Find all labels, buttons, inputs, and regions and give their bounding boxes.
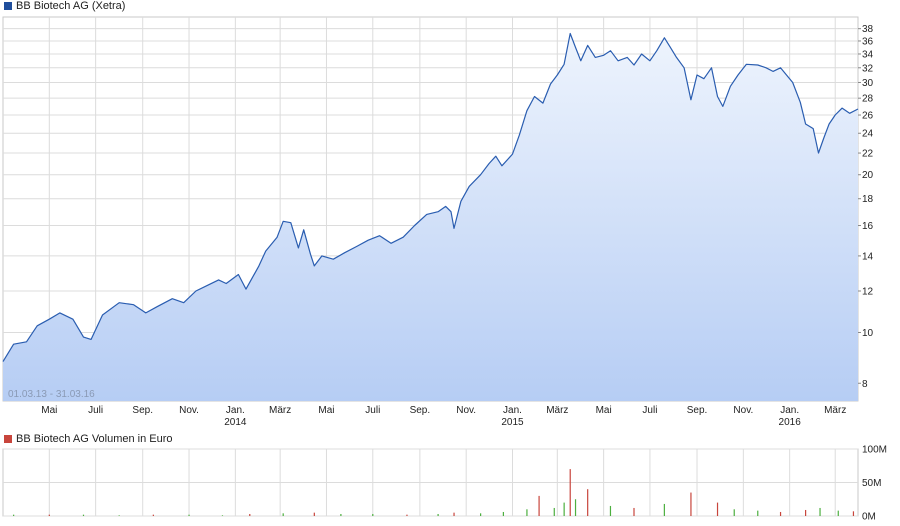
- price-x-year-label: 2014: [224, 417, 247, 428]
- price-y-tick-label: 20: [862, 170, 874, 181]
- volume-bar: [663, 503, 665, 516]
- price-y-tick-label: 36: [862, 36, 874, 47]
- price-chart-title: BB Biotech AG (Xetra): [16, 0, 126, 12]
- volume-bar: [13, 514, 15, 516]
- volume-bar: [563, 502, 565, 516]
- volume-bar: [716, 502, 719, 516]
- price-y-tick-label: 14: [862, 251, 874, 262]
- price-y-tick-label: 26: [862, 111, 874, 122]
- volume-bar: [437, 513, 439, 516]
- volume-bar: [372, 513, 374, 516]
- volume-y-tick-label: 100M: [862, 445, 887, 456]
- price-x-tick-label: Mai: [41, 405, 57, 416]
- date-range-label: 01.03.13 - 31.03.16: [8, 389, 95, 400]
- volume-y-tick-label: 50M: [862, 478, 881, 489]
- volume-bar: [553, 507, 555, 516]
- volume-bar: [152, 514, 154, 516]
- volume-bar: [526, 509, 528, 516]
- price-x-tick-label: März: [269, 405, 291, 416]
- volume-y-tick-label: 0M: [862, 512, 876, 523]
- volume-bar: [757, 510, 759, 516]
- price-y-tick-label: 8: [862, 379, 868, 390]
- price-x-tick-label: Nov.: [456, 405, 476, 416]
- volume-bar: [574, 499, 577, 516]
- price-x-tick-label: Jan.: [780, 405, 799, 416]
- volume-bar: [502, 511, 504, 516]
- volume-bar: [82, 514, 85, 516]
- volume-bar: [453, 512, 455, 516]
- price-x-year-label: 2015: [501, 417, 524, 428]
- price-x-tick-label: Jan.: [503, 405, 522, 416]
- price-y-tick-label: 32: [862, 63, 874, 74]
- volume-bar: [118, 515, 120, 516]
- price-x-tick-label: Nov.: [179, 405, 199, 416]
- price-y-tick-label: 10: [862, 328, 874, 339]
- price-y-tick-label: 16: [862, 221, 874, 232]
- price-y-tick-label: 28: [862, 94, 874, 105]
- price-x-tick-label: Juli: [365, 405, 380, 416]
- price-x-tick-label: März: [824, 405, 846, 416]
- price-x-tick-label: März: [546, 405, 568, 416]
- volume-legend-swatch: [4, 435, 12, 443]
- price-y-tick-label: 12: [862, 286, 874, 297]
- price-y-tick-label: 22: [862, 149, 874, 160]
- volume-bar: [313, 512, 315, 516]
- volume-bar: [569, 469, 571, 516]
- price-legend: BB Biotech AG (Xetra): [4, 0, 125, 12]
- volume-bar: [249, 513, 251, 516]
- price-x-tick-label: Juli: [88, 405, 103, 416]
- volume-bar: [282, 513, 284, 516]
- volume-bar: [221, 515, 224, 516]
- volume-bar: [733, 509, 735, 516]
- price-x-tick-label: Sep.: [132, 405, 153, 416]
- volume-bar: [48, 514, 50, 516]
- volume-bar: [406, 514, 408, 516]
- price-x-tick-label: Juli: [642, 405, 657, 416]
- volume-bar: [480, 513, 482, 516]
- price-y-tick-label: 34: [862, 49, 874, 60]
- price-area-fill: [3, 33, 858, 401]
- price-y-tick-label: 18: [862, 194, 874, 205]
- price-x-tick-label: Sep.: [410, 405, 431, 416]
- volume-bar: [340, 513, 342, 516]
- volume-bar: [538, 495, 540, 516]
- price-y-tick-label: 30: [862, 78, 874, 89]
- price-y-tick-label: 38: [862, 24, 874, 35]
- price-series-line: [2, 32, 859, 362]
- price-x-year-label: 2016: [779, 417, 802, 428]
- price-x-tick-label: Mai: [596, 405, 612, 416]
- price-y-tick-label: 24: [862, 129, 874, 140]
- volume-bar: [779, 511, 782, 516]
- volume-bar: [587, 489, 589, 516]
- volume-bar: [690, 492, 692, 516]
- volume-bar: [852, 511, 855, 516]
- price-x-tick-label: Sep.: [687, 405, 708, 416]
- price-x-tick-label: Jan.: [226, 405, 245, 416]
- volume-bar: [805, 509, 807, 516]
- volume-bar: [609, 505, 612, 516]
- price-legend-swatch: [4, 2, 12, 10]
- volume-chart-title: BB Biotech AG Volumen in Euro: [16, 433, 173, 445]
- volume-legend: BB Biotech AG Volumen in Euro: [4, 433, 173, 445]
- volume-bar: [819, 507, 821, 516]
- price-x-tick-label: Nov.: [733, 405, 753, 416]
- price-x-tick-label: Mai: [318, 405, 334, 416]
- volume-bar: [633, 507, 635, 516]
- volume-bar: [837, 510, 839, 516]
- volume-bar: [188, 514, 190, 516]
